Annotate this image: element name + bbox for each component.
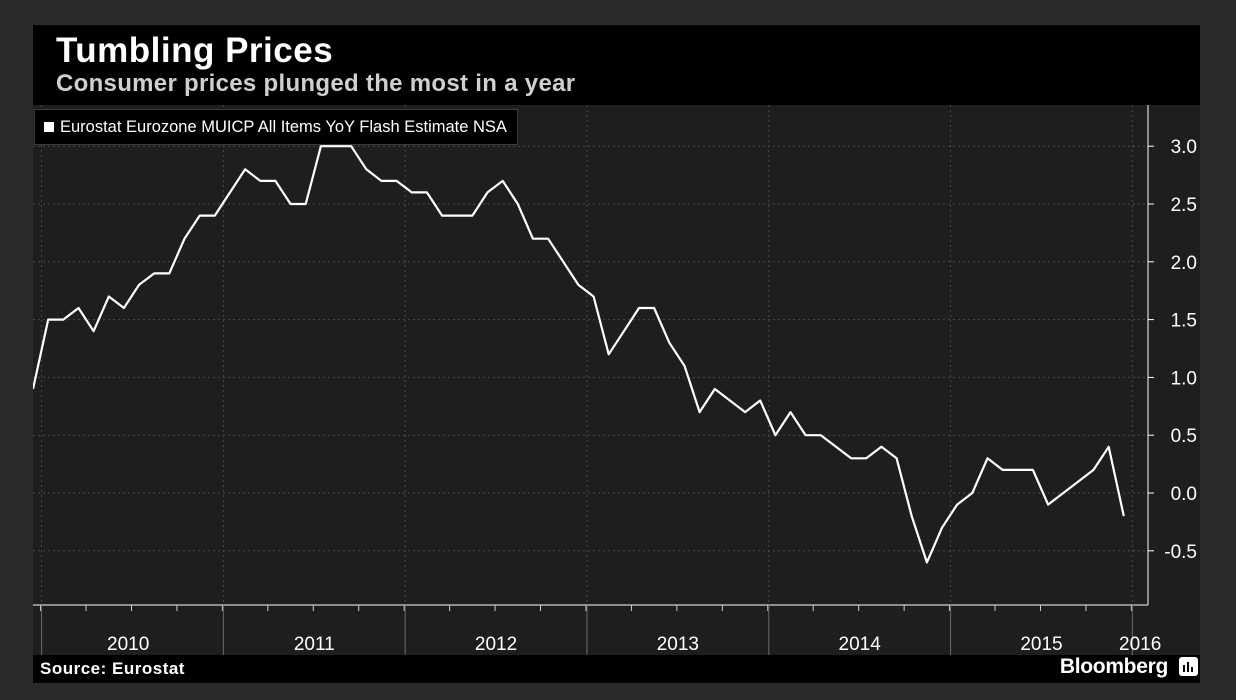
bloomberg-terminal-icon [1179,657,1198,676]
chart-legend: Eurostat Eurozone MUICP All Items YoY Fl… [34,109,518,145]
x-tick-label: 2010 [107,634,149,655]
plot-area [33,105,1200,683]
series-line [33,145,1125,564]
source-note: Source: Eurostat [40,659,185,678]
y-tick-label: 2.0 [1171,253,1197,274]
x-tick-label: 2015 [1020,634,1062,655]
x-tick-label: 2012 [475,634,517,655]
chart-header: Tumbling Prices Consumer prices plunged … [33,25,1200,105]
legend-label: Eurostat Eurozone MUICP All Items YoY Fl… [60,117,507,136]
x-tick-label: 2016 [1119,634,1161,655]
x-tick-label: 2013 [657,634,699,655]
chart-footer: Source: Eurostat Bloomberg [33,655,1200,683]
y-tick-label: 0.0 [1171,484,1197,505]
legend-swatch [44,122,54,132]
x-tick-label: 2011 [294,634,335,655]
y-tick-label: 0.5 [1171,426,1197,447]
brand-logo: Bloomberg [1059,655,1168,678]
line-chart: 3.0 2.5 2.0 1.5 1.0 0.5 0.0 -0.5 2010 2011 2012 201… [33,105,1197,655]
y-tick-label: -0.5 [1164,542,1197,563]
y-tick-label: 2.5 [1171,195,1197,216]
y-tick-label: 3.0 [1171,137,1197,158]
chart-frame: Tumbling Prices Consumer prices plunged … [33,25,1200,683]
chart-title: Tumbling Prices [56,31,334,70]
y-tick-label: 1.5 [1171,311,1197,332]
y-tick-label: 1.0 [1171,368,1197,389]
x-tick-label: 2014 [839,634,882,655]
chart-subtitle: Consumer prices plunged the most in a ye… [56,70,576,97]
